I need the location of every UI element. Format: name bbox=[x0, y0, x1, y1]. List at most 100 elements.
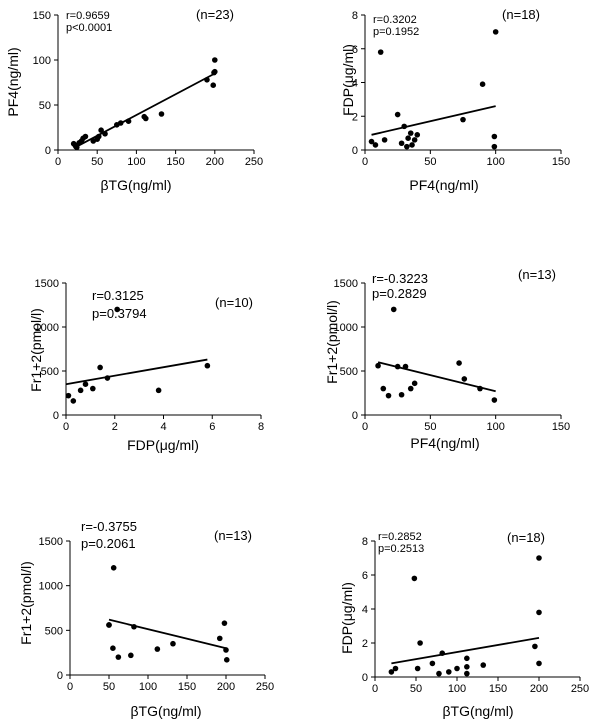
panel-4-data-point bbox=[375, 362, 381, 369]
panel-6-data-point bbox=[439, 650, 446, 656]
panel-2-y-axis-label: FDP(μg/ml) bbox=[340, 44, 356, 116]
panel-1-stat-r: r=0.9659 bbox=[66, 10, 110, 22]
panel-3-y-tick-label: 1000 bbox=[35, 322, 59, 334]
panel-4-data-point bbox=[390, 306, 397, 313]
panel-2-data-point bbox=[409, 142, 415, 148]
panel-5-data-point bbox=[110, 565, 117, 571]
panel-1-data-point bbox=[143, 115, 149, 122]
panel-4-data-point bbox=[491, 397, 498, 403]
panel-2-stat-r: r=0.3202 bbox=[373, 14, 417, 26]
panel-5-x-tick-label: 0 bbox=[67, 681, 73, 693]
panel-4-data-point bbox=[398, 391, 405, 398]
panel-6-data-point bbox=[388, 669, 395, 675]
panel-3-x-tick-label: 4 bbox=[160, 421, 166, 433]
panel-2-data-point bbox=[381, 137, 388, 143]
panel-5-x-tick-label: 100 bbox=[139, 681, 157, 693]
panel-3-data-point bbox=[82, 381, 89, 388]
panel-2-stat-p: p=0.1952 bbox=[373, 26, 419, 38]
panel-6-y-tick-label: 2 bbox=[362, 638, 368, 650]
panel-1-data-point bbox=[204, 77, 210, 83]
panel-2-data-point bbox=[377, 49, 384, 55]
panel-6-data-point bbox=[417, 640, 423, 646]
panel-6-data-point bbox=[464, 670, 470, 677]
panel-4-stat-p: p=0.2829 bbox=[372, 286, 427, 301]
panel-1-data-point bbox=[125, 118, 132, 124]
panel-1-y-tick-label: 150 bbox=[33, 10, 51, 22]
panel-4-data-point bbox=[385, 392, 392, 399]
panel-4-data-point bbox=[461, 376, 468, 382]
panel-4-x-axis-label: PF4(ng/ml) bbox=[410, 435, 479, 451]
panel-6-x-axis-label: βTG(ng/ml) bbox=[442, 703, 513, 719]
panel-6-y-tick-label: 8 bbox=[362, 536, 368, 548]
plot-area-5: 0 50 100 150 200 250 0 500 1000 1500 bbox=[39, 536, 275, 693]
panel-3-y-tick-label: 1500 bbox=[35, 278, 59, 290]
plot-area-3: 0 2 4 6 8 0 500 1000 1500 bbox=[35, 278, 265, 433]
panel-6-x-tick-label: 150 bbox=[489, 683, 507, 695]
panel-6-data-point bbox=[536, 609, 542, 616]
panel-4-x-tick-label: 0 bbox=[362, 421, 368, 433]
panel-fr12-vs-btg: 0 50 100 150 200 250 0 500 1000 1500 r=-0.3755 p=… bbox=[18, 519, 274, 719]
panel-pf4-vs-btg: 0 50 100 150 200 250 0 50 100 150 r=0.9659 p<0.00… bbox=[5, 7, 263, 193]
panel-4-x-tick-label: 150 bbox=[552, 421, 570, 433]
panel-4-stat-r: r=-0.3223 bbox=[372, 271, 428, 286]
panel-6-data-point bbox=[429, 660, 436, 667]
panel-5-data-point bbox=[223, 647, 229, 653]
panel-2-x-axis-label: PF4(ng/ml) bbox=[409, 177, 478, 193]
panel-2-y-tick-label: 2 bbox=[352, 111, 358, 123]
panel-2-x-tick-label: 50 bbox=[424, 156, 436, 168]
panel-2-data-point bbox=[407, 130, 414, 136]
panel-4-data-point bbox=[380, 385, 387, 392]
panel-4-x-tick-label: 50 bbox=[424, 421, 436, 433]
panel-3-x-tick-label: 8 bbox=[258, 421, 264, 433]
panel-5-data-point bbox=[170, 640, 176, 647]
panel-5-data-point bbox=[128, 652, 134, 659]
plot-area-1: 0 50 100 150 200 250 0 50 100 150 bbox=[33, 10, 264, 168]
panel-2-y-tick-label: 4 bbox=[352, 78, 358, 90]
panel-6-x-tick-label: 50 bbox=[410, 683, 422, 695]
panel-2-data-point bbox=[368, 138, 375, 145]
panel-6-regression-line bbox=[391, 637, 540, 665]
panel-2-data-point bbox=[405, 135, 411, 141]
panel-6-data-point bbox=[464, 664, 470, 670]
panel-fr12-vs-fdp: 0 2 4 6 8 0 500 1000 1500 r=0.3125 p=0.3794 (n=1… bbox=[28, 278, 264, 453]
panel-4-x-tick-label: 100 bbox=[486, 421, 504, 433]
panel-fdp-vs-btg: 0 50 100 150 200 250 0 2 4 6 8 r=0.2852 p=0.2513 (… bbox=[339, 530, 589, 719]
panel-1-x-tick-label: 250 bbox=[245, 156, 263, 168]
panel-6-data-point bbox=[536, 555, 542, 561]
panel-6-data-point bbox=[536, 660, 542, 667]
panel-2-data-point bbox=[401, 123, 408, 130]
panel-5-x-tick-label: 250 bbox=[256, 681, 274, 693]
panel-5-data-point bbox=[115, 654, 122, 660]
panel-4-y-tick-label: 1000 bbox=[334, 322, 358, 334]
panel-1-data-point bbox=[212, 57, 218, 63]
panel-5-data-point bbox=[110, 645, 116, 651]
panel-6-x-tick-label: 200 bbox=[530, 683, 548, 695]
panel-5-x-axis-label: βTG(ng/ml) bbox=[130, 703, 201, 719]
panel-6-data-point bbox=[392, 665, 399, 672]
panel-3-regression-line bbox=[65, 358, 208, 386]
panel-1-data-point bbox=[102, 131, 108, 137]
panel-2-data-point bbox=[491, 133, 498, 140]
panel-6-y-tick-label: 6 bbox=[362, 570, 368, 582]
panel-3-data-point bbox=[114, 306, 120, 313]
panel-2-regression-line bbox=[371, 105, 496, 136]
panel-6-n-label: (n=18) bbox=[507, 530, 545, 545]
panel-3-x-tick-label: 2 bbox=[112, 421, 118, 433]
panel-3-y-tick-label: 0 bbox=[53, 410, 59, 422]
panel-3-data-point bbox=[104, 375, 111, 381]
panel-1-y-axis-label: PF4(ng/ml) bbox=[5, 47, 21, 116]
panel-6-data-point bbox=[414, 665, 421, 672]
panel-1-data-point bbox=[72, 142, 79, 149]
panel-5-data-point bbox=[154, 646, 161, 652]
panel-3-n-label: (n=10) bbox=[215, 295, 253, 310]
panel-5-data-point bbox=[216, 635, 223, 642]
panel-5-data-point bbox=[131, 623, 137, 630]
panel-3-data-point bbox=[70, 398, 77, 404]
panel-1-x-tick-label: 50 bbox=[91, 156, 103, 168]
panel-2-data-point bbox=[479, 81, 486, 87]
panel-4-data-point bbox=[402, 363, 409, 370]
panel-5-regression-line bbox=[108, 618, 227, 650]
